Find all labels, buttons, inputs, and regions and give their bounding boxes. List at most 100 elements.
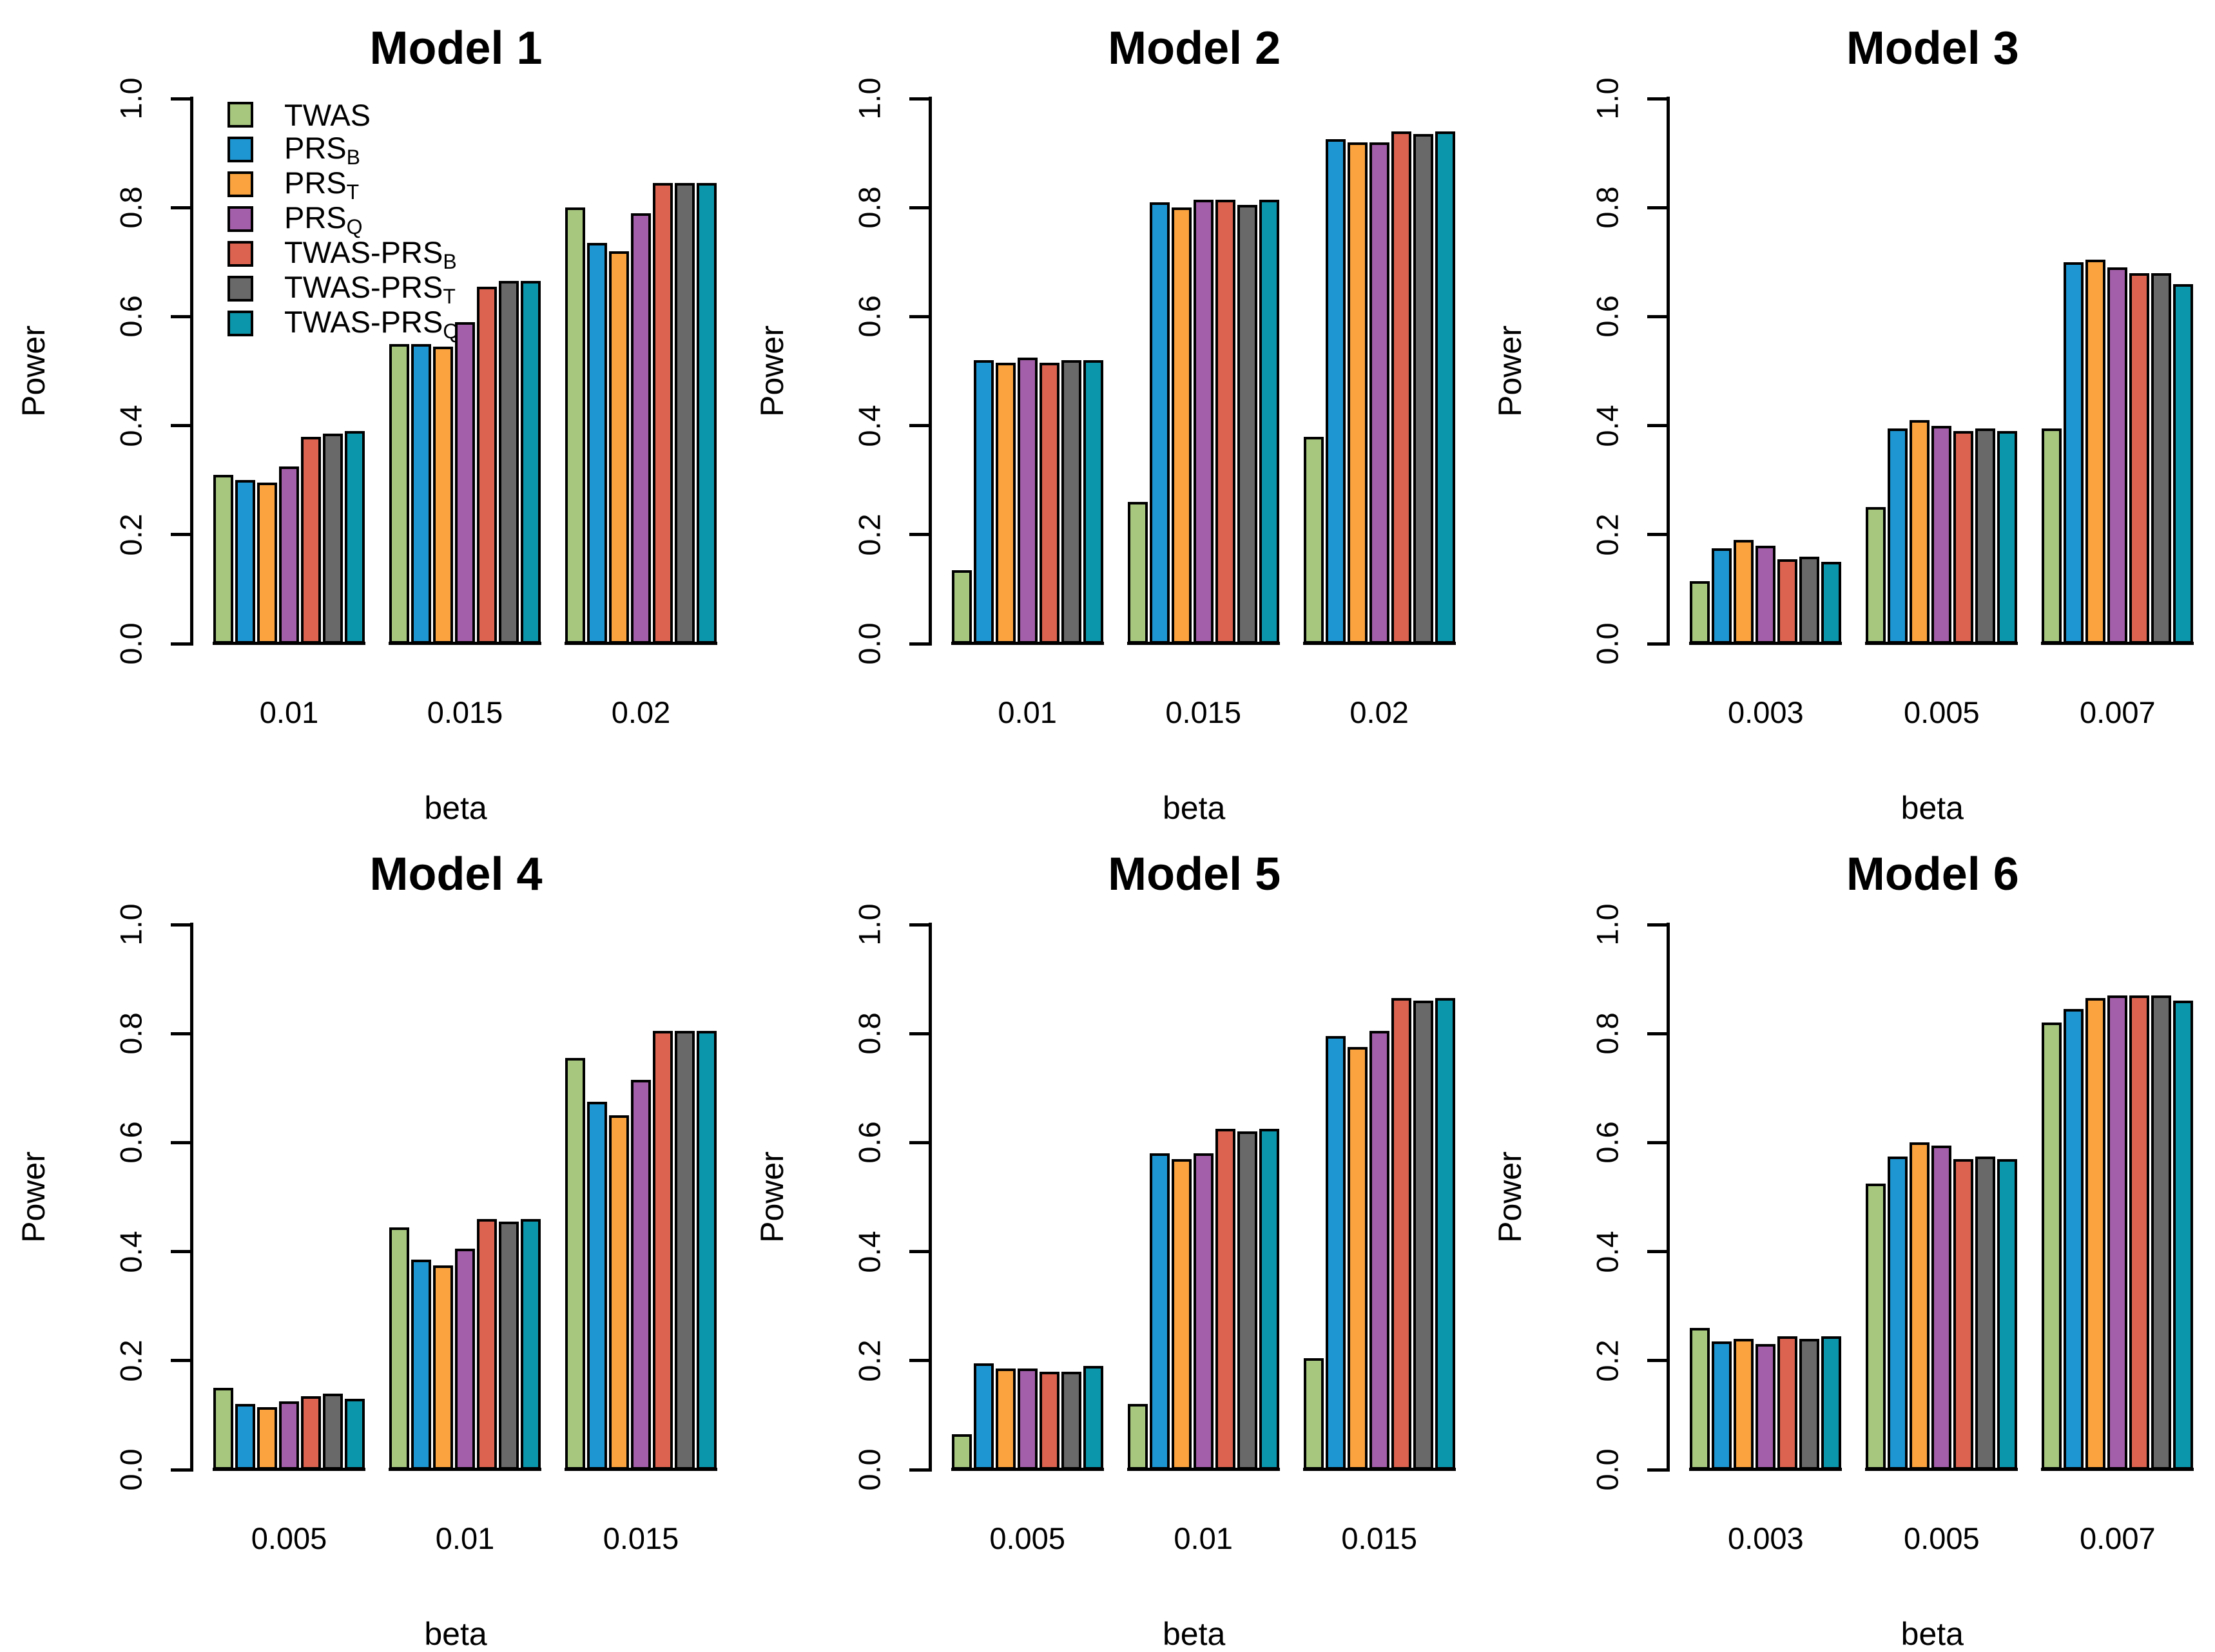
y-tick-label: 1.0 — [1590, 77, 1625, 120]
bar-TWAS — [213, 1388, 233, 1470]
legend-item-PRS_B: PRSB — [227, 131, 459, 168]
bar-PRS_B — [1712, 548, 1732, 644]
bar-group — [213, 1388, 365, 1471]
y-tick — [1647, 1250, 1668, 1254]
bar-TWAS-PRS_B — [1215, 1129, 1235, 1470]
bar-TWAS-PRS_Q — [2173, 284, 2194, 644]
y-tick — [171, 1359, 191, 1363]
y-tick-label: 0.4 — [1590, 1230, 1625, 1273]
y-tick-label: 0.6 — [852, 1121, 887, 1164]
x-axis-label: beta — [1162, 1616, 1226, 1652]
bar-PRS_Q — [1756, 546, 1776, 644]
bar-TWAS-PRS_T — [675, 1031, 695, 1470]
bar-TWAS-PRS_T — [1061, 1372, 1081, 1470]
y-tick — [909, 206, 929, 209]
y-tick — [909, 642, 929, 646]
x-tick-label: 0.005 — [989, 1521, 1065, 1555]
y-tick — [171, 97, 191, 101]
y-tick-label: 0.2 — [113, 1340, 148, 1382]
bar-TWAS-PRS_B — [477, 287, 497, 644]
legend-item-TWAS-PRS_Q: TWAS-PRSQ — [227, 304, 459, 343]
bar-TWAS-PRS_Q — [1435, 131, 1455, 644]
y-tick — [171, 642, 191, 646]
y-tick-label: 0.2 — [852, 1340, 887, 1382]
x-tick-label: 0.015 — [1165, 695, 1241, 729]
legend-label: TWAS-PRST — [284, 269, 456, 308]
bar-PRS_Q — [455, 322, 475, 644]
bar-group — [2041, 995, 2194, 1471]
bar-PRS_Q — [631, 1080, 651, 1470]
bar-TWAS — [213, 475, 233, 644]
y-tick-label: 0.6 — [113, 1121, 148, 1164]
y-tick-label: 0.4 — [852, 404, 887, 447]
bar-TWAS-PRS_T — [1975, 428, 1996, 644]
y-tick-label: 0.2 — [852, 514, 887, 556]
x-tick-label: 0.01 — [259, 695, 319, 729]
x-tick-label: 0.01 — [998, 695, 1057, 729]
y-tick — [909, 1032, 929, 1035]
y-tick-label: 0.0 — [113, 1448, 148, 1491]
y-tick — [171, 1250, 191, 1254]
legend-swatch-TWAS — [227, 102, 253, 128]
chart-title: Model 1 — [369, 23, 543, 74]
legend-item-PRS_T: PRST — [227, 165, 459, 204]
y-tick-label: 0.4 — [852, 1230, 887, 1273]
legend-swatch-PRS_Q — [227, 206, 253, 232]
bar-TWAS-PRS_B — [1953, 1159, 1974, 1470]
bar-PRS_T — [1734, 1339, 1754, 1470]
x-tick-label: 0.003 — [1728, 1521, 1804, 1555]
legend-item-TWAS-PRS_B: TWAS-PRSB — [227, 235, 459, 273]
x-tick-label: 0.015 — [427, 695, 503, 729]
bar-TWAS-PRS_B — [1777, 1336, 1798, 1470]
legend-swatch-TWAS-PRS_B — [227, 241, 253, 267]
legend-item-TWAS: TWAS — [227, 97, 459, 132]
bar-PRS_Q — [1756, 1344, 1776, 1470]
y-tick — [171, 424, 191, 428]
y-tick-label: 0.6 — [113, 295, 148, 338]
bar-TWAS-PRS_B — [1039, 1372, 1059, 1470]
bar-PRS_B — [2064, 1009, 2084, 1470]
chart-title: Model 5 — [1108, 849, 1281, 900]
y-tick-label: 0.8 — [852, 1012, 887, 1055]
bar-PRS_Q — [279, 466, 299, 644]
y-tick — [171, 1468, 191, 1472]
bar-TWAS-PRS_B — [2129, 995, 2150, 1470]
chart-title: Model 4 — [369, 849, 543, 900]
legend-item-PRS_Q: PRSQ — [227, 200, 459, 238]
y-tick — [1647, 1359, 1668, 1363]
bar-PRS_T — [433, 347, 453, 644]
y-tick-label: 0.4 — [113, 404, 148, 447]
x-tick-label: 0.007 — [2080, 1521, 2156, 1555]
bar-TWAS — [565, 1058, 585, 1470]
y-axis-line — [1667, 97, 1670, 646]
x-tick-label: 0.005 — [251, 1521, 327, 1555]
legend-label: TWAS-PRSQ — [284, 304, 459, 343]
y-axis-line — [190, 97, 193, 646]
y-axis-label: Power — [1492, 1151, 1529, 1243]
bar-PRS_T — [257, 483, 277, 644]
plot-area: Power beta 0.0 0.2 0.4 0.6 0.8 1.0 0.01 0.015 0.… — [754, 77, 1457, 826]
y-axis-line — [928, 923, 932, 1472]
bar-PRS_T — [609, 1115, 629, 1470]
y-tick — [909, 533, 929, 537]
y-tick — [909, 97, 929, 101]
bar-PRS_Q — [279, 1401, 299, 1470]
bar-group — [951, 358, 1104, 645]
y-axis-label: Power — [15, 325, 52, 417]
y-tick-label: 1.0 — [113, 77, 148, 120]
bar-PRS_Q — [1369, 142, 1389, 644]
bar-group — [2041, 260, 2194, 645]
y-tick-label: 0.2 — [1590, 1340, 1625, 1382]
legend-label: PRST — [284, 165, 360, 204]
bar-PRS_Q — [631, 213, 651, 644]
y-tick — [1647, 923, 1668, 927]
bar-PRS_B — [411, 1260, 431, 1470]
bar-TWAS-PRS_B — [2129, 273, 2150, 644]
y-tick — [1647, 1140, 1668, 1144]
y-axis-label: Power — [753, 1151, 790, 1243]
bar-PRS_T — [1910, 420, 1930, 644]
bar-group — [213, 431, 365, 645]
plot-area: Power beta 0.0 0.2 0.4 0.6 0.8 1.0 0.003 0.005 0… — [1492, 903, 2195, 1652]
y-axis-label: Power — [753, 325, 790, 417]
legend-swatch-TWAS-PRS_Q — [227, 311, 253, 336]
